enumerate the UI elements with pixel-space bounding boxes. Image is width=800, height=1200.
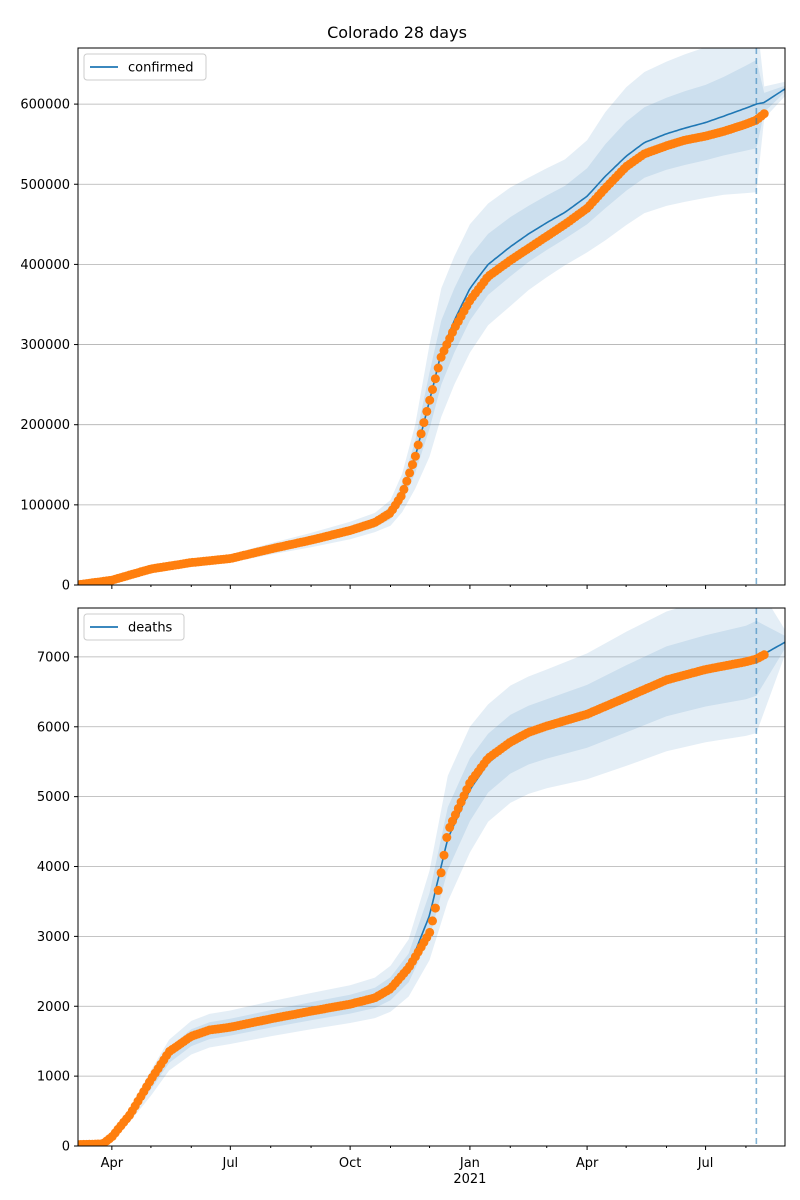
legend-box	[83, 53, 207, 81]
y-tick-label: 2000	[37, 1000, 70, 1015]
x-tick-label: Jul	[221, 1156, 238, 1171]
observed-point	[759, 650, 769, 660]
axes-frame	[77, 47, 786, 586]
x-tick-label: Jan	[459, 1156, 480, 1171]
y-tick-label: 6000	[37, 720, 70, 735]
x-tick-label: Jul	[697, 1156, 714, 1171]
observed-point	[442, 833, 452, 842]
observed-point	[402, 476, 412, 486]
y-tick-label: 1000	[37, 1070, 70, 1085]
observed-point	[408, 460, 417, 470]
uncertainty-band	[78, 620, 785, 1145]
legend-box	[83, 613, 185, 641]
y-tick-label: 600000	[20, 98, 70, 113]
observed-point	[419, 418, 429, 428]
observed-point	[439, 850, 449, 860]
plot-area	[78, 608, 785, 1146]
legend-label: deaths	[128, 621, 173, 636]
observed-point	[425, 927, 435, 937]
confirmed-panel: 0 100000 200000 300000 400000 500000 600000 con…	[20, 47, 786, 594]
observed-point	[425, 395, 435, 405]
axes-frame	[77, 607, 786, 1147]
observed-point	[416, 429, 426, 439]
y-tick-label: 0	[62, 1140, 70, 1155]
observed-point	[410, 451, 420, 461]
observed-point	[430, 374, 440, 384]
observed-point	[396, 491, 406, 501]
observed-point	[413, 440, 423, 450]
observed-point	[399, 484, 409, 494]
legend: deaths	[83, 613, 185, 641]
legend: confirmed	[83, 53, 207, 81]
x-year-label: 2021	[453, 1172, 486, 1187]
x-tick-label: Oct	[339, 1156, 361, 1171]
observed-point	[430, 903, 440, 913]
observed-point	[428, 916, 437, 926]
y-tick-label: 3000	[37, 930, 70, 945]
chart-title: Colorado 28 days	[327, 23, 467, 42]
observed-point	[436, 868, 446, 878]
y-tick-label: 300000	[20, 338, 70, 353]
y-tick-label: 0	[62, 579, 70, 594]
deaths-panel: 0 1000 2000 3000 4000 5000 6000 7000 Apr Jul Oct Ja…	[37, 607, 786, 1187]
plot-area	[78, 48, 785, 585]
y-tick-label: 400000	[20, 258, 70, 273]
y-tick-label: 4000	[37, 860, 70, 875]
x-tick-label: Apr	[101, 1156, 124, 1171]
observed-point	[433, 885, 443, 895]
observed-point	[433, 363, 443, 373]
observed-point	[422, 406, 432, 416]
observed-point	[428, 385, 437, 394]
legend-label: confirmed	[128, 61, 194, 76]
y-tick-label: 200000	[20, 418, 70, 433]
x-tick-label: Apr	[576, 1156, 599, 1171]
y-tick-label: 5000	[37, 790, 70, 805]
observed-point	[405, 468, 415, 478]
observed-point	[759, 109, 769, 119]
uncertainty-band	[78, 608, 785, 1145]
y-tick-label: 500000	[20, 178, 70, 193]
y-tick-label: 7000	[37, 650, 70, 665]
y-tick-label: 100000	[20, 498, 70, 513]
